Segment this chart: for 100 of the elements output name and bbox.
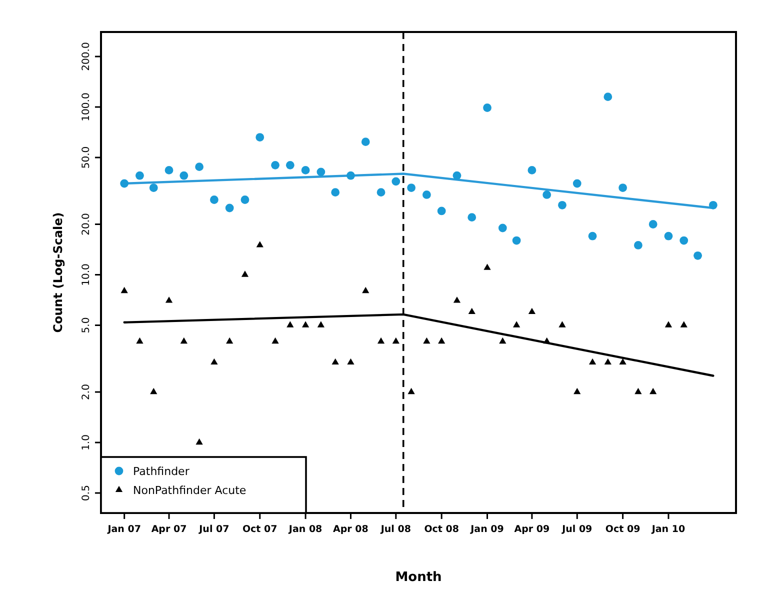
point: [301, 166, 310, 174]
x-tick-label: Jan 10: [650, 524, 686, 535]
x-tick-label: Jan 09: [470, 524, 504, 535]
point: [361, 138, 370, 146]
point: [164, 166, 174, 174]
point: [347, 358, 354, 365]
x-tick-label: Jul 08: [380, 524, 412, 535]
x-tick-label: Oct 08: [424, 524, 460, 535]
point: [149, 184, 158, 192]
point: [528, 166, 536, 174]
point: [483, 104, 492, 112]
point: [498, 224, 507, 232]
y-tick-label: 2.0: [81, 384, 92, 400]
point: [362, 286, 370, 294]
point: [694, 251, 702, 260]
x-axis-title: Month: [395, 570, 442, 585]
point: [332, 358, 339, 365]
point: [542, 190, 552, 199]
point: [708, 200, 718, 210]
point: [558, 200, 566, 210]
point: [588, 358, 596, 365]
point: [196, 438, 203, 445]
point: [438, 337, 446, 344]
point: [317, 321, 325, 328]
point: [241, 270, 249, 277]
point: [528, 308, 536, 314]
point: [286, 160, 294, 170]
point: [272, 337, 279, 344]
point: [423, 337, 430, 344]
point: [377, 337, 385, 344]
point: [543, 337, 550, 344]
point: [634, 388, 642, 394]
x-tick-label: Apr 07: [151, 524, 187, 535]
point: [210, 358, 218, 365]
legend-label: Pathfinder: [133, 465, 190, 478]
x-tick-label: Jan 08: [288, 524, 323, 535]
point: [664, 232, 673, 240]
y-tick-label: 200.0: [81, 42, 92, 71]
point: [165, 296, 173, 303]
point: [588, 232, 597, 240]
x-tick-label: Apr 09: [514, 524, 550, 535]
point: [346, 171, 355, 180]
x-tick-label: Oct 07: [242, 524, 278, 535]
point: [180, 171, 188, 180]
point: [453, 296, 461, 303]
point: [680, 321, 688, 328]
x-tick-label: Jan 07: [106, 524, 141, 535]
point: [210, 196, 218, 204]
y-tick-label: 100.0: [81, 92, 92, 122]
x-tick-label: Oct 09: [605, 524, 640, 535]
point: [422, 190, 431, 199]
point: [664, 321, 672, 328]
y-tick-label: 20.0: [81, 213, 92, 236]
point: [136, 337, 144, 344]
y-tick-label: 0.5: [81, 485, 92, 501]
point: [634, 241, 642, 250]
y-axis-title: Count (Log-Scale): [51, 212, 65, 333]
point: [331, 188, 340, 197]
point: [316, 168, 326, 176]
point: [574, 388, 581, 394]
point: [604, 358, 612, 365]
point: [240, 196, 250, 204]
point: [286, 321, 294, 328]
point: [376, 188, 386, 197]
point: [271, 160, 280, 170]
point: [558, 321, 566, 328]
point: [648, 220, 658, 228]
x-tick-label: Apr 08: [333, 524, 369, 535]
y-tick-label: 10.0: [81, 264, 92, 286]
point: [680, 236, 688, 245]
point: [392, 177, 400, 186]
point: [302, 321, 310, 328]
point: [619, 358, 626, 365]
point: [256, 133, 264, 142]
point: [225, 204, 234, 212]
point: [120, 179, 129, 188]
point: [408, 388, 415, 394]
point: [468, 308, 476, 314]
point: [452, 171, 462, 180]
point: [512, 236, 521, 245]
y-tick-label: 5.0: [81, 317, 92, 334]
point: [256, 241, 264, 248]
point: [484, 264, 491, 270]
x-tick-label: Jul 07: [198, 524, 230, 535]
point: [180, 337, 188, 344]
point: [437, 206, 446, 216]
point: [618, 184, 627, 192]
point: [195, 162, 204, 172]
point: [604, 92, 612, 102]
point: [392, 337, 400, 344]
point: [120, 286, 128, 294]
point: [512, 321, 520, 328]
point: [226, 337, 234, 344]
y-tick-label: 50.0: [81, 146, 92, 169]
point: [572, 179, 582, 188]
legend-label: NonPathfinder Acute: [133, 484, 246, 497]
point: [468, 213, 476, 222]
point: [499, 337, 506, 344]
y-tick-label: 1.0: [81, 434, 92, 450]
point: [650, 388, 657, 394]
